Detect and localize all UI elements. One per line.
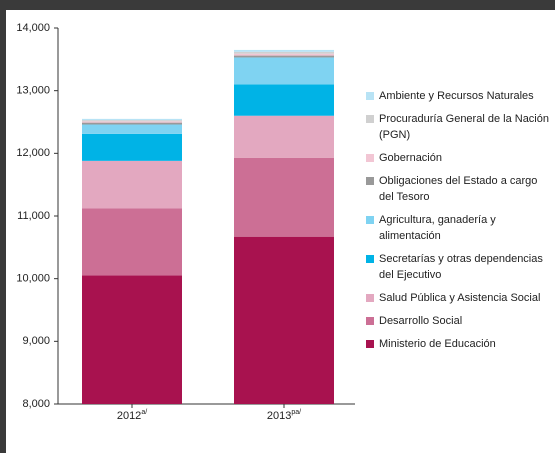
bar-segment <box>234 236 334 404</box>
bar-segment <box>82 122 182 125</box>
bar-segment <box>234 57 334 85</box>
legend-swatch <box>366 92 374 100</box>
legend-swatch <box>366 154 374 162</box>
legend-item: Secretarías y otras dependencias del Eje… <box>366 251 555 283</box>
legend-swatch <box>366 177 374 185</box>
legend-swatch <box>366 115 374 123</box>
bar-segment <box>82 124 182 134</box>
legend: Ambiente y Recursos Naturales Procuradurí… <box>366 88 555 359</box>
legend-swatch <box>366 294 374 302</box>
legend-label: Salud Pública y Asistencia Social <box>379 292 541 304</box>
y-tick-label: 9,000 <box>22 335 50 347</box>
legend-item: Gobernación <box>366 150 555 166</box>
y-tick-label: 8,000 <box>22 398 50 410</box>
bar-segment <box>82 120 182 122</box>
bar-segment <box>82 118 182 121</box>
legend-swatch <box>366 317 374 325</box>
legend-item: Procuraduría General de la Nación (PGN) <box>366 111 555 143</box>
legend-item: Obligaciones del Estado a cargo del Teso… <box>366 173 555 205</box>
legend-label: Desarrollo Social <box>379 315 463 327</box>
y-tick-label: 12,000 <box>16 147 50 159</box>
legend-item: Salud Pública y Asistencia Social <box>366 290 555 306</box>
legend-label: Procuraduría General de la Nación (PGN) <box>379 113 549 141</box>
category: 2013 <box>267 410 291 422</box>
legend-item: Ambiente y Recursos Naturales <box>366 88 555 104</box>
legend-swatch <box>366 255 374 263</box>
bar-segment <box>82 208 182 276</box>
legend-swatch <box>366 216 374 224</box>
legend-item: Agricultura, ganadería y alimentación <box>366 212 555 244</box>
legend-item: Desarrollo Social <box>366 313 555 329</box>
y-tick-label: 14,000 <box>16 22 50 34</box>
legend-label: Secretarías y otras dependencias del Eje… <box>379 253 543 281</box>
legend-item: Ministerio de Educación <box>366 336 555 352</box>
bar-segment <box>234 115 334 158</box>
category-note: a/ <box>141 409 147 416</box>
legend-label: Ministerio de Educación <box>379 338 496 350</box>
legend-swatch <box>366 340 374 348</box>
category-note: pa/ <box>291 409 301 416</box>
legend-label: Obligaciones del Estado a cargo del Teso… <box>379 175 538 203</box>
category: 2012 <box>117 410 141 422</box>
bar-segment <box>234 51 334 54</box>
legend-label: Agricultura, ganadería y alimentación <box>379 214 496 242</box>
legend-label: Ambiente y Recursos Naturales <box>379 90 534 102</box>
header-band <box>0 0 555 10</box>
left-border <box>0 0 6 453</box>
bar-segment <box>234 49 334 52</box>
y-tick-label: 10,000 <box>16 273 50 285</box>
y-tick-label: 11,000 <box>17 210 50 222</box>
bar-segment <box>82 121 182 123</box>
bar-segment <box>82 160 182 209</box>
bar-segment <box>234 55 334 58</box>
legend-label: Gobernación <box>379 152 442 164</box>
bar-segment <box>234 84 334 116</box>
bar-segment <box>82 275 182 404</box>
bar-segment <box>82 133 182 161</box>
x-tick-label: 2013pa/ <box>267 409 301 422</box>
bar-segment <box>234 53 334 56</box>
bar-segment <box>234 157 334 237</box>
x-tick-label: 2012a/ <box>117 409 147 422</box>
y-tick-label: 13,000 <box>16 85 50 97</box>
